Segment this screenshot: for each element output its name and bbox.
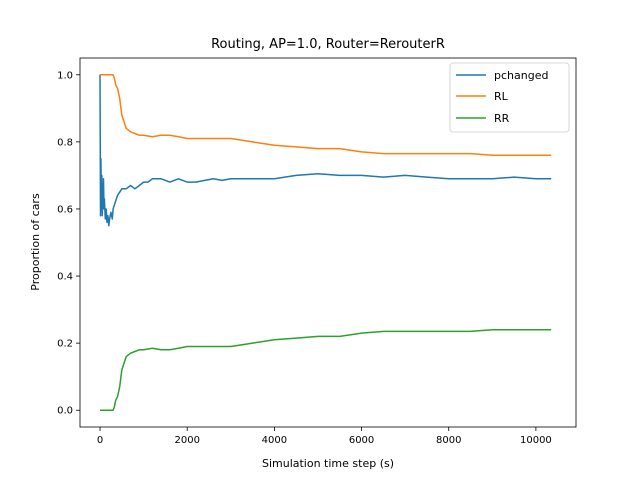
- x-tick-label: 6000: [349, 435, 374, 446]
- legend-box: [449, 62, 570, 133]
- series-line-pchanged: [99, 74, 552, 227]
- legend-label-rr: RR: [494, 112, 510, 125]
- y-tick-label: 0.2: [57, 339, 73, 350]
- y-tick-label: 0.8: [57, 137, 73, 148]
- x-tick-label: 10000: [520, 435, 552, 446]
- x-tick-label: 2000: [174, 435, 199, 446]
- x-tick-label: 0: [97, 435, 103, 446]
- series-line-rl: [100, 74, 552, 157]
- y-axis-ticks: 0.0 0.2 0.4 0.6 0.8 1.0: [57, 70, 80, 417]
- y-axis-label: Proportion of cars: [29, 193, 42, 291]
- chart-title: Routing, AP=1.0, Router=RerouterR: [211, 37, 445, 52]
- series-line-rr: [100, 328, 552, 411]
- x-axis-ticks: 0 2000 4000 6000 8000 10000: [97, 427, 552, 446]
- plot-frame: [79, 57, 577, 428]
- x-tick-label: 4000: [262, 435, 287, 446]
- y-tick-label: 1.0: [57, 70, 73, 81]
- legend-label-pchanged: pchanged: [494, 69, 548, 82]
- y-tick-label: 0.6: [57, 204, 73, 215]
- series-layer: [99, 74, 552, 411]
- legend-label-rl: RL: [494, 90, 509, 103]
- legend: pchanged RL RR: [449, 62, 570, 133]
- y-tick-label: 0.0: [57, 406, 73, 417]
- x-axis-label: Simulation time step (s): [262, 457, 394, 470]
- y-tick-label: 0.4: [57, 272, 73, 283]
- x-tick-label: 8000: [436, 435, 461, 446]
